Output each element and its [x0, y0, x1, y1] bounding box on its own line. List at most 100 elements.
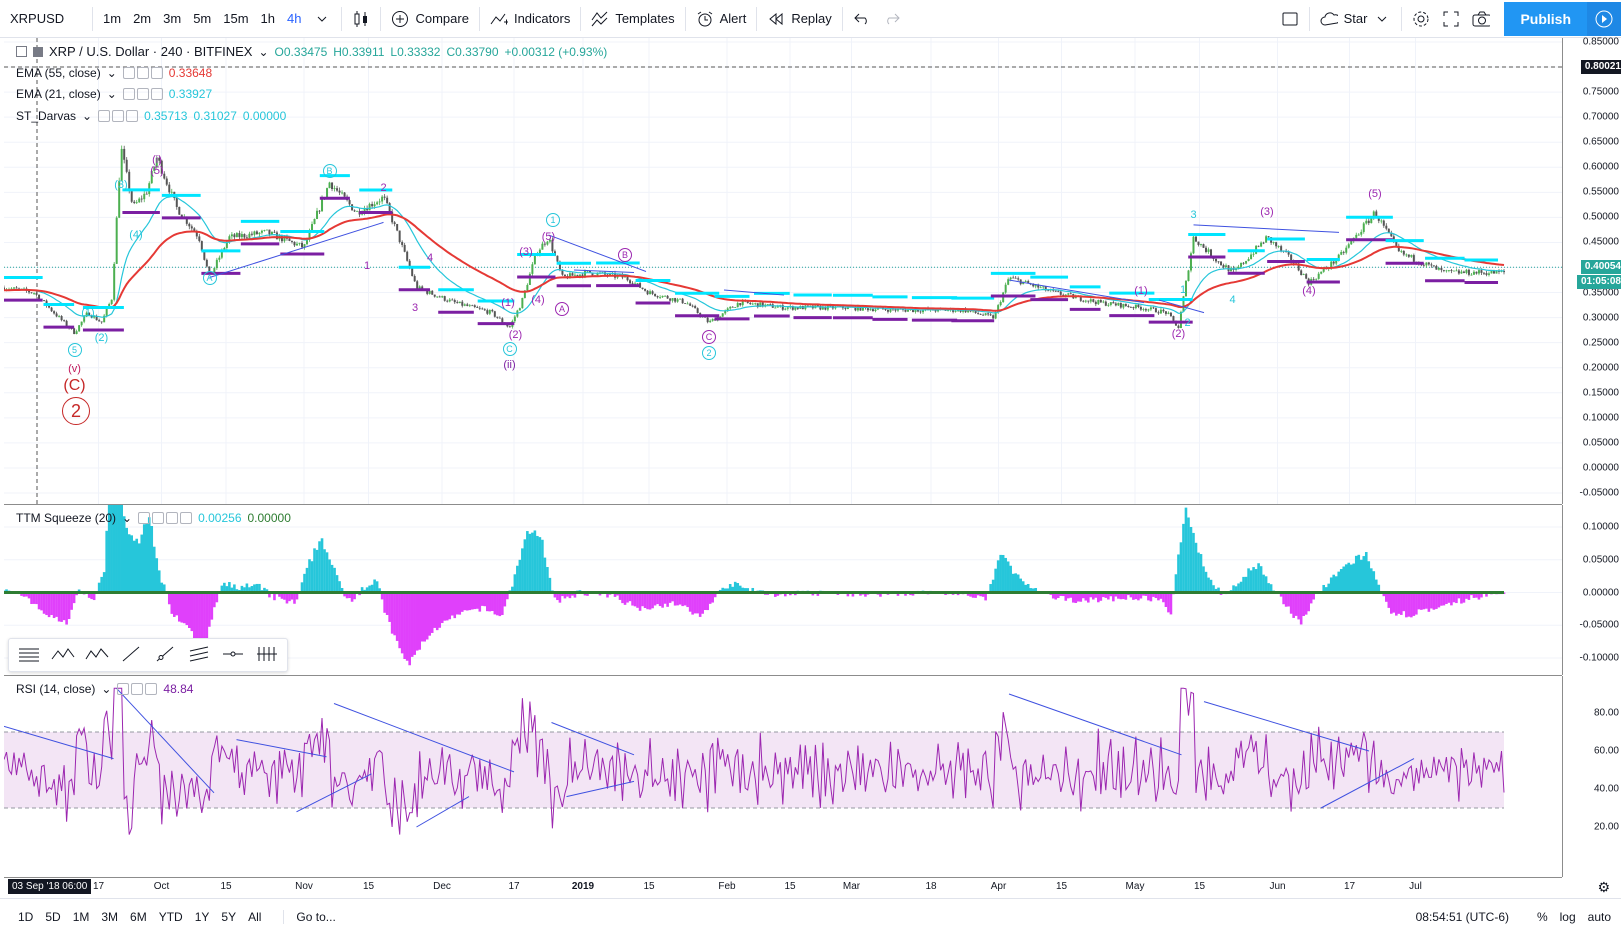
candle: [661, 295, 664, 299]
eye-icon[interactable]: [122, 67, 135, 79]
eye-icon[interactable]: [122, 88, 135, 100]
chevron-down-icon[interactable]: ⌄: [101, 682, 112, 696]
interval-1m-button[interactable]: 1m: [103, 11, 122, 26]
collapse-icon[interactable]: [16, 46, 27, 57]
price-chart-canvas[interactable]: [4, 38, 1562, 504]
symbol-title[interactable]: XRP / U.S. Dollar · 240 · BITFINEX: [49, 44, 253, 59]
star-layout-button[interactable]: Star: [1314, 4, 1398, 34]
range-ytd-button[interactable]: YTD: [158, 910, 183, 924]
candle: [113, 261, 116, 302]
time-axis[interactable]: 17 Oct 15 Nov 15 Dec 17 2019 15 Feb 15 Mar 18 Apr 15 Ma…: [4, 878, 1610, 898]
chevron-down-icon[interactable]: ⌄: [106, 87, 117, 101]
fib-tool-button[interactable]: [13, 641, 45, 669]
chevron-down-icon[interactable]: ⌄: [82, 109, 93, 123]
darvas-legend[interactable]: ST_Darvas ⌄ 0.35713 0.31027 0.00000: [16, 109, 286, 123]
horizontal-line-tool-button[interactable]: [217, 641, 249, 669]
measure-tool-button[interactable]: [251, 641, 283, 669]
ray-tool-button[interactable]: [149, 641, 181, 669]
range-1m-button[interactable]: 1M: [72, 910, 90, 924]
trendline-tool-button[interactable]: [115, 641, 147, 669]
gear-icon[interactable]: ⚙: [1597, 879, 1610, 895]
main-price-pane[interactable]: (i) (5) (3) (4) (1) (2) 5 (v) (C) 2 B 2 A 4 1 3 1 (3) (5) B…: [4, 37, 1621, 505]
close-icon[interactable]: [150, 67, 163, 79]
gear-icon[interactable]: [112, 110, 125, 122]
interval-5m-button[interactable]: 5m: [193, 11, 212, 26]
pattern-tool-button[interactable]: [47, 641, 79, 669]
chevron-down-icon[interactable]: ⌄: [258, 44, 269, 59]
rsi-canvas[interactable]: [4, 676, 1562, 877]
rsi-legend[interactable]: RSI (14, close) ⌄ 48.84: [16, 682, 193, 696]
close-icon[interactable]: [145, 683, 158, 695]
eye-icon[interactable]: [98, 110, 111, 122]
candle-body: [987, 313, 990, 315]
snapshot-button[interactable]: [1466, 4, 1496, 34]
ema55-legend[interactable]: EMA (55, close) ⌄ 0.33648: [16, 66, 212, 80]
eye-icon[interactable]: [138, 512, 151, 524]
percent-toggle[interactable]: %: [1536, 910, 1548, 924]
price-scale[interactable]: 0.850000.800000.750000.700000.650000.600…: [1562, 37, 1621, 504]
symbol-search[interactable]: XRPUSD: [10, 11, 65, 26]
range-6m-button[interactable]: 6M: [130, 910, 147, 924]
ema21-legend[interactable]: EMA (21, close) ⌄ 0.33927: [16, 87, 212, 101]
rsi-price-scale[interactable]: 80.00 60.00 40.00 20.00: [1562, 676, 1621, 877]
ttm-legend[interactable]: TTM Squeeze (20) ⌄ 0.00256 0.00000: [16, 511, 291, 525]
goto-button[interactable]: Go to...: [283, 910, 341, 924]
elliott-wave-label: (5): [541, 231, 556, 244]
channel-tool-button[interactable]: [183, 641, 215, 669]
range-5y-button[interactable]: 5Y: [221, 910, 237, 924]
log-toggle[interactable]: log: [1559, 910, 1576, 924]
elliott-wave-tool-button[interactable]: [81, 641, 113, 669]
eye-icon[interactable]: [117, 683, 130, 695]
interval-2m-button[interactable]: 2m: [133, 11, 152, 26]
publish-play-button[interactable]: [1587, 1, 1621, 36]
elliott-wave-label: B: [322, 163, 337, 178]
indicators-button[interactable]: Indicators: [484, 4, 576, 34]
candle: [481, 307, 484, 310]
indicator-controls[interactable]: [122, 67, 163, 79]
close-icon[interactable]: [150, 88, 163, 100]
undo-button[interactable]: [847, 4, 877, 34]
gear-icon[interactable]: [136, 67, 149, 79]
alert-button[interactable]: Alert: [690, 4, 753, 34]
interval-15m-button[interactable]: 15m: [223, 11, 249, 26]
settings-button[interactable]: [1406, 4, 1436, 34]
indicator-controls[interactable]: [138, 512, 193, 524]
interval-3m-button[interactable]: 3m: [163, 11, 182, 26]
compare-button[interactable]: Compare: [385, 4, 474, 34]
indicator-controls[interactable]: [98, 110, 139, 122]
braces-icon[interactable]: [166, 512, 179, 524]
candle-body: [78, 325, 81, 332]
range-all-button[interactable]: All: [248, 910, 262, 924]
gear-icon[interactable]: [131, 683, 144, 695]
range-5d-button[interactable]: 5D: [45, 910, 61, 924]
gear-icon[interactable]: [152, 512, 165, 524]
fullscreen-layout-button[interactable]: [1275, 4, 1305, 34]
chevron-down-icon[interactable]: ⌄: [122, 511, 133, 525]
candle: [548, 237, 551, 244]
range-3m-button[interactable]: 3M: [101, 910, 119, 924]
interval-4h-button[interactable]: 4h: [287, 11, 302, 26]
templates-button[interactable]: Templates: [585, 4, 680, 34]
candle-body: [754, 303, 757, 305]
range-1y-button[interactable]: 1Y: [194, 910, 210, 924]
redo-button[interactable]: [877, 4, 907, 34]
candle: [293, 241, 296, 247]
publish-button[interactable]: Publish: [1504, 1, 1587, 36]
candle-body: [1425, 262, 1428, 266]
fullscreen-button[interactable]: [1436, 4, 1466, 34]
chevron-down-icon[interactable]: ⌄: [106, 66, 117, 80]
indicator-controls[interactable]: [122, 88, 163, 100]
auto-toggle[interactable]: auto: [1587, 910, 1611, 924]
indicator-controls[interactable]: [117, 683, 158, 695]
gear-icon[interactable]: [136, 88, 149, 100]
ttm-price-scale[interactable]: 0.10000 0.05000 0.00000 -0.05000 -0.10000: [1562, 505, 1621, 675]
interval-dropdown-button[interactable]: [307, 4, 337, 34]
candle: [1205, 245, 1208, 254]
close-icon[interactable]: [126, 110, 139, 122]
rsi-pane[interactable]: RSI (14, close) ⌄ 48.84 80.00 60.00 40.00 2…: [4, 676, 1619, 878]
interval-1h-button[interactable]: 1h: [260, 11, 276, 26]
chart-type-button[interactable]: [346, 4, 376, 34]
replay-button[interactable]: Replay: [761, 4, 837, 34]
range-1d-button[interactable]: 1D: [18, 910, 34, 924]
close-icon[interactable]: [180, 512, 193, 524]
